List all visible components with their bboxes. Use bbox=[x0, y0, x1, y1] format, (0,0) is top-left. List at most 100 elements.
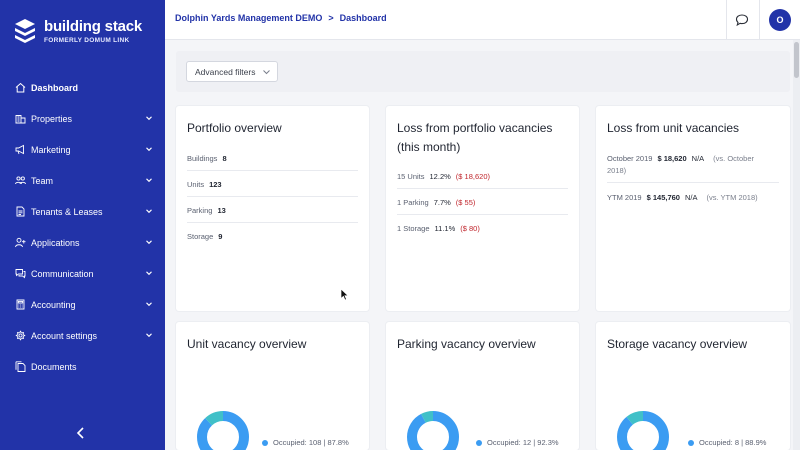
team-icon bbox=[15, 176, 26, 185]
sidebar-nav: Dashboard Properties Marketing Team Tenants … bbox=[0, 72, 165, 382]
row-value: 123 bbox=[209, 180, 222, 189]
topbar-divider bbox=[759, 0, 760, 40]
sidebar-item-label: Tenants & Leases bbox=[31, 206, 103, 217]
loss-row-storage: 1 Storage 11.1% ($ 80) bbox=[397, 224, 480, 233]
sidebar-item-label: Accounting bbox=[31, 299, 76, 310]
divider bbox=[187, 222, 358, 223]
topbar-divider bbox=[726, 0, 727, 40]
chevron-down-icon[interactable] bbox=[144, 206, 154, 216]
parking-vacancy-donut-chart bbox=[407, 411, 459, 450]
sidebar-item-accounting[interactable]: Accounting bbox=[0, 289, 165, 320]
files-icon bbox=[15, 361, 26, 372]
legend-dot bbox=[476, 439, 482, 446]
filter-bar: Advanced filters bbox=[176, 51, 790, 92]
card-title: Parking vacancy overview bbox=[397, 337, 536, 351]
card-title: Storage vacancy overview bbox=[607, 337, 748, 351]
parking-vacancy-card: Parking vacancy overview Occupied: 12 | … bbox=[386, 322, 579, 450]
collapse-sidebar-icon[interactable] bbox=[76, 427, 86, 439]
row-change: N/A bbox=[684, 193, 698, 202]
scrollbar-thumb[interactable] bbox=[794, 42, 799, 78]
chevron-down-icon[interactable] bbox=[144, 268, 154, 278]
user-avatar[interactable]: O bbox=[769, 9, 791, 31]
sidebar: building stack FORMERLY DOMUM LINK Dashb… bbox=[0, 0, 165, 450]
sidebar-item-applications[interactable]: Applications bbox=[0, 227, 165, 258]
donut-slice-occupied bbox=[617, 411, 669, 450]
chevron-down-icon[interactable] bbox=[144, 144, 154, 154]
sidebar-item-team[interactable]: Team bbox=[0, 165, 165, 196]
sidebar-item-label: Properties bbox=[31, 113, 73, 124]
breadcrumb-separator: > bbox=[328, 13, 334, 23]
unit-vacancy-donut-chart bbox=[197, 411, 249, 450]
divider bbox=[187, 196, 358, 197]
breadcrumb: Dolphin Yards Management DEMO > Dashboar… bbox=[175, 13, 387, 23]
sidebar-item-marketing[interactable]: Marketing bbox=[0, 134, 165, 165]
home-icon bbox=[15, 82, 26, 93]
row-change: N/A bbox=[691, 154, 705, 163]
row-amount: $ 145,760 bbox=[646, 193, 680, 202]
row-value: 13 bbox=[217, 206, 226, 215]
user-plus-icon bbox=[15, 237, 26, 248]
row-compare-line: (vs. October bbox=[713, 154, 755, 163]
divider bbox=[607, 182, 779, 183]
row-label: Storage bbox=[187, 232, 214, 241]
chevron-down-icon bbox=[263, 70, 271, 75]
messages-icon bbox=[15, 269, 26, 279]
occupancy-legend: Occupied: 108 | 87.8% bbox=[262, 438, 349, 447]
sidebar-item-label: Applications bbox=[31, 237, 80, 248]
chevron-down-icon[interactable] bbox=[144, 175, 154, 185]
portfolio-row-parking: Parking 13 bbox=[187, 206, 226, 215]
chevron-down-icon[interactable] bbox=[144, 299, 154, 309]
calculator-icon bbox=[16, 299, 25, 310]
sidebar-item-dashboard[interactable]: Dashboard bbox=[0, 72, 165, 103]
card-title: Loss from portfolio vacancies (this mont… bbox=[397, 119, 552, 157]
brand-subtitle: FORMERLY DOMUM LINK bbox=[44, 36, 130, 44]
divider bbox=[397, 188, 568, 189]
portfolio-overview-card: Portfolio overview Buildings 8 Units 123… bbox=[176, 106, 369, 311]
legend-dot bbox=[262, 439, 268, 446]
chat-icon[interactable] bbox=[735, 13, 749, 27]
sidebar-item-tenants-leases[interactable]: Tenants & Leases bbox=[0, 196, 165, 227]
row-label: Parking bbox=[187, 206, 213, 215]
loss-row-units: 15 Units 12.2% ($ 18,620) bbox=[397, 172, 490, 181]
divider bbox=[397, 214, 568, 215]
sidebar-item-documents[interactable]: Documents bbox=[0, 351, 165, 382]
occupancy-legend: Occupied: 12 | 92.3% bbox=[476, 438, 559, 447]
row-value: 9 bbox=[218, 232, 223, 241]
scrollbar[interactable] bbox=[793, 40, 800, 450]
row-label: YTM 2019 bbox=[607, 193, 642, 202]
sidebar-item-account-settings[interactable]: Account settings bbox=[0, 320, 165, 351]
row-percent: 7.7% bbox=[433, 198, 451, 207]
row-label: 1 Storage bbox=[397, 224, 430, 233]
divider bbox=[187, 170, 358, 171]
chevron-down-icon[interactable] bbox=[144, 330, 154, 340]
portfolio-row-storage: Storage 9 bbox=[187, 232, 222, 241]
advanced-filters-button[interactable]: Advanced filters bbox=[186, 61, 279, 82]
chevron-down-icon[interactable] bbox=[144, 113, 154, 123]
loss-row-parking: 1 Parking 7.7% ($ 55) bbox=[397, 198, 475, 207]
row-label: Buildings bbox=[187, 154, 218, 163]
advanced-filters-label: Advanced filters bbox=[195, 66, 256, 77]
donut-slice-vacant bbox=[407, 411, 459, 450]
card-title-line: Loss from portfolio vacancies bbox=[397, 121, 553, 135]
storage-vacancy-card: Storage vacancy overview Occupied: 8 | 8… bbox=[596, 322, 790, 450]
breadcrumb-page[interactable]: Dashboard bbox=[339, 13, 387, 23]
donut-slice-occupied bbox=[407, 411, 459, 450]
portfolio-row-buildings: Buildings 8 bbox=[187, 154, 227, 163]
brand-logo[interactable]: building stack FORMERLY DOMUM LINK bbox=[14, 18, 142, 44]
megaphone-icon bbox=[15, 144, 24, 155]
chevron-down-icon[interactable] bbox=[144, 237, 154, 247]
donut-slice-occupied bbox=[197, 411, 249, 450]
card-title: Portfolio overview bbox=[187, 121, 282, 135]
portfolio-loss-card: Loss from portfolio vacancies (this mont… bbox=[386, 106, 579, 311]
row-value: 8 bbox=[222, 154, 227, 163]
card-title: Unit vacancy overview bbox=[187, 337, 307, 351]
donut-slice-vacant bbox=[197, 411, 249, 450]
sidebar-item-properties[interactable]: Properties bbox=[0, 103, 165, 134]
sidebar-item-communication[interactable]: Communication bbox=[0, 258, 165, 289]
breadcrumb-company[interactable]: Dolphin Yards Management DEMO bbox=[175, 13, 323, 23]
unit-loss-row-ytm: YTM 2019 $ 145,760 N/A (vs. YTM 2018) bbox=[607, 193, 758, 202]
legend-dot bbox=[688, 439, 694, 446]
sidebar-item-label: Communication bbox=[31, 268, 94, 279]
sidebar-item-label: Documents bbox=[31, 361, 77, 372]
row-loss-amount: ($ 18,620) bbox=[455, 172, 490, 181]
